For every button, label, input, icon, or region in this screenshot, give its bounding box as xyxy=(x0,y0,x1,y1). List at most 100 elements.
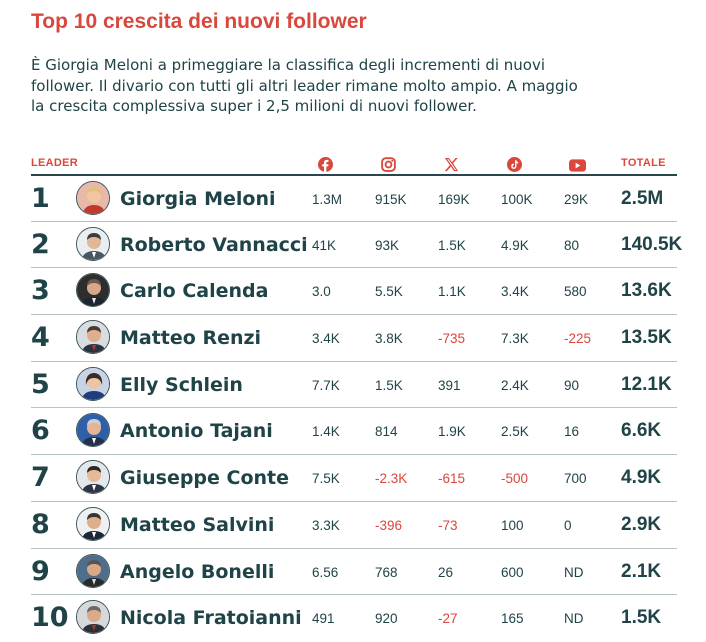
total-value: 12.1K xyxy=(621,373,672,395)
tiktok-value: 3.4K xyxy=(501,284,529,300)
leader-name: Carlo Calenda xyxy=(120,280,269,303)
total-value: 140.5K xyxy=(621,233,683,255)
leader-name: Giuseppe Conte xyxy=(120,467,290,490)
avatar xyxy=(76,600,110,635)
avatar xyxy=(76,413,110,448)
facebook-value: 1.4K xyxy=(312,424,340,440)
tiktok-value: 100K xyxy=(501,192,533,207)
avatar xyxy=(76,506,110,541)
rank: 2 xyxy=(31,228,50,260)
instagram-icon xyxy=(381,152,396,176)
page-title: Top 10 crescita dei nuovi follower xyxy=(31,10,367,33)
instagram-value: -2.3K xyxy=(375,471,408,487)
rank: 7 xyxy=(31,462,50,494)
avatar xyxy=(76,226,110,261)
avatar xyxy=(76,366,110,401)
facebook-value: 3.0 xyxy=(312,284,331,300)
instagram-value: 3.8K xyxy=(375,331,403,347)
youtube-icon xyxy=(569,153,586,177)
total-value: 6.6K xyxy=(621,420,662,442)
avatar xyxy=(76,273,110,308)
description: È Giorgia Meloni a primeggiare la classi… xyxy=(31,56,578,115)
table-row: 6 Antonio Tajani 1.4K 814 1.9K 2.5K 16 6… xyxy=(31,407,677,454)
total-value: 13.5K xyxy=(621,327,672,349)
rank: 3 xyxy=(31,275,50,307)
instagram-value: 920 xyxy=(375,611,398,627)
youtube-value: -225 xyxy=(564,331,592,347)
facebook-value: 3.3K xyxy=(312,517,340,533)
rank: 4 xyxy=(31,322,50,354)
youtube-value: ND xyxy=(564,564,584,580)
x-value: -735 xyxy=(438,331,466,347)
youtube-value: 700 xyxy=(564,471,587,487)
total-value: 2.5M xyxy=(621,188,664,209)
tiktok-value: 4.9K xyxy=(501,237,529,253)
youtube-value: 90 xyxy=(564,377,580,393)
leader-name: Angelo Bonelli xyxy=(120,560,275,583)
instagram-value: 814 xyxy=(375,424,398,440)
x-value: 169K xyxy=(438,192,470,207)
x-value: 1.9K xyxy=(438,424,466,440)
instagram-value: 1.5K xyxy=(375,377,403,393)
instagram-value: 5.5K xyxy=(375,284,403,300)
x-value: 26 xyxy=(438,564,454,580)
tiktok-value: 2.5K xyxy=(501,424,529,440)
tiktok-value: -500 xyxy=(501,471,529,487)
leader-name: Matteo Renzi xyxy=(120,327,262,350)
facebook-value: 41K xyxy=(312,237,337,253)
rank: 6 xyxy=(31,415,50,447)
x-icon xyxy=(444,152,459,176)
total-value: 1.5K xyxy=(621,607,662,629)
rank: 9 xyxy=(31,555,50,587)
rank: 1 xyxy=(31,183,50,214)
instagram-value: -396 xyxy=(375,517,403,533)
youtube-value: 580 xyxy=(564,284,587,300)
tiktok-value: 2.4K xyxy=(501,377,529,393)
x-value: 391 xyxy=(438,377,461,393)
rank: 5 xyxy=(31,368,50,400)
x-value: -27 xyxy=(438,611,458,627)
avatar xyxy=(76,320,110,355)
facebook-value: 7.7K xyxy=(312,377,340,393)
rank: 8 xyxy=(31,508,50,540)
header-total: TOTALE xyxy=(621,157,666,169)
x-value: 1.5K xyxy=(438,237,466,253)
leader-name: Elly Schlein xyxy=(120,373,243,396)
facebook-icon xyxy=(318,152,333,176)
table-row: 9 Angelo Bonelli 6.56 768 26 600 ND 2.1K xyxy=(31,547,677,595)
table-row: 5 Elly Schlein 7.7K 1.5K 391 2.4K 90 12.… xyxy=(31,360,677,408)
rank: 10 xyxy=(31,602,69,634)
table-row: 2 Roberto Vannacci 41K 93K 1.5K 4.9K 80 … xyxy=(31,220,682,268)
avatar xyxy=(76,553,110,588)
total-value: 4.9K xyxy=(621,467,662,489)
x-value: -615 xyxy=(438,471,466,487)
instagram-value: 93K xyxy=(375,237,400,253)
facebook-value: 1.3M xyxy=(312,192,343,207)
youtube-value: 0 xyxy=(564,517,572,533)
leader-name: Matteo Salvini xyxy=(120,513,275,536)
table-row: 4 Matteo Renzi 3.4K 3.8K -735 7.3K -225 … xyxy=(31,314,677,361)
tiktok-value: 100 xyxy=(501,517,524,533)
tiktok-icon xyxy=(507,152,522,176)
facebook-value: 7.5K xyxy=(312,471,340,487)
facebook-value: 6.56 xyxy=(312,564,339,580)
table-row: 10 Nicola Fratoianni 491 920 -27 165 ND … xyxy=(31,594,677,641)
tiktok-value: 165 xyxy=(501,611,524,627)
youtube-value: 80 xyxy=(564,237,580,253)
facebook-value: 3.4K xyxy=(312,331,340,347)
total-value: 2.9K xyxy=(621,513,662,535)
instagram-value: 915K xyxy=(375,192,407,207)
youtube-value: 16 xyxy=(564,424,580,440)
avatar xyxy=(76,460,110,495)
avatar xyxy=(76,181,110,215)
leader-name: Giorgia Meloni xyxy=(120,188,276,210)
leader-name: Antonio Tajani xyxy=(120,420,273,443)
tiktok-value: 7.3K xyxy=(501,331,529,347)
youtube-value: 29K xyxy=(564,192,589,207)
table-row: 8 Matteo Salvini 3.3K -396 -73 100 0 2.9… xyxy=(31,500,677,548)
leader-name: Nicola Fratoianni xyxy=(120,607,302,630)
total-value: 13.6K xyxy=(621,280,672,302)
x-value: -73 xyxy=(438,517,458,533)
total-value: 2.1K xyxy=(621,560,662,582)
youtube-value: ND xyxy=(564,611,584,627)
